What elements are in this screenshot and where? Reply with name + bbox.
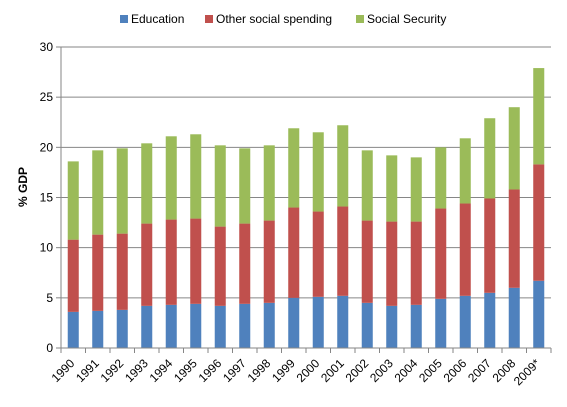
y-tick-label: 0 [46, 341, 53, 355]
bar-segment [165, 219, 177, 305]
x-tick-label: 1990 [49, 356, 78, 385]
bar-segment [141, 143, 153, 224]
bar-segment [361, 302, 373, 348]
x-tick-label: 1995 [171, 356, 200, 385]
bar-segment [92, 310, 104, 348]
x-tick-label: 1993 [122, 356, 151, 385]
legend-label: Education [131, 12, 184, 26]
legend-label: Social Security [367, 12, 446, 26]
bar-segment [165, 136, 177, 220]
bar-segment [484, 292, 496, 348]
x-tick-label: 1996 [196, 356, 225, 385]
bar-segment [337, 125, 349, 207]
legend-swatch [205, 15, 213, 23]
legend-label: Other social spending [216, 12, 332, 26]
bar-segment [508, 107, 520, 190]
bar-segment [410, 304, 422, 348]
legend: Education Other social spending Social Sec… [120, 12, 446, 26]
bar-segment [312, 211, 324, 297]
bar-segment [263, 302, 275, 348]
x-tick-label: 2003 [367, 356, 396, 385]
legend-swatch [120, 15, 128, 23]
bar-segment [165, 304, 177, 348]
gridlines [61, 46, 551, 299]
bar-segment [67, 239, 79, 312]
bar-segment [386, 221, 398, 306]
y-tick-label: 15 [40, 191, 54, 205]
x-tick-label: 2005 [416, 356, 445, 385]
bar-segment [312, 132, 324, 212]
bar-segment [141, 223, 153, 306]
bar-segment [361, 220, 373, 303]
bar-segment [312, 296, 324, 348]
bar-segment [435, 147, 447, 209]
bar-segment [337, 206, 349, 296]
bar-segment [263, 220, 275, 303]
bar-segment [67, 311, 79, 348]
bar-segment [190, 218, 202, 304]
bar-segment [141, 305, 153, 348]
bar-segment [214, 145, 226, 227]
bar-segment [386, 305, 398, 348]
bar-segment [288, 207, 300, 298]
y-tick-label: 25 [40, 90, 54, 104]
y-tick-label: 30 [40, 40, 54, 54]
bar-segment [533, 164, 545, 281]
y-axis-label: % GDP [16, 167, 30, 207]
bar-segment [263, 145, 275, 221]
x-tick-label: 1994 [147, 356, 176, 385]
bar-segment [533, 68, 545, 165]
x-tick-label: 1997 [220, 356, 249, 385]
bar-segment [239, 148, 251, 224]
bars [67, 68, 545, 348]
y-tick-label: 5 [46, 291, 53, 305]
bar-segment [435, 298, 447, 348]
axes: 0 5 10 15 20 25 30 1990199119921993199419951996… [40, 40, 552, 388]
x-tick-label: 2009* [511, 356, 543, 388]
bar-segment [92, 150, 104, 235]
bar-segment [288, 297, 300, 348]
bar-segment [410, 157, 422, 222]
legend-swatch [356, 15, 364, 23]
bar-segment [190, 134, 202, 219]
bar-segment [533, 280, 545, 348]
bar-segment [214, 305, 226, 348]
bar-segment [288, 128, 300, 208]
bar-segment [239, 223, 251, 304]
bar-segment [484, 198, 496, 293]
x-tick-label: 2000 [294, 356, 323, 385]
bar-segment [239, 303, 251, 348]
x-tick-label: 2006 [441, 356, 470, 385]
bar-segment [337, 295, 349, 348]
bar-segment [435, 208, 447, 299]
bar-segment [361, 150, 373, 221]
x-tick-label: 1999 [269, 356, 298, 385]
x-tick-label: 1991 [73, 356, 102, 385]
x-tick-label: 2007 [465, 356, 494, 385]
bar-segment [116, 309, 128, 348]
y-tick-label: 10 [40, 241, 54, 255]
x-tick-label: 2002 [343, 356, 372, 385]
bar-segment [116, 233, 128, 310]
bar-segment [459, 138, 471, 204]
bar-segment [116, 148, 128, 234]
bar-segment [508, 189, 520, 288]
y-tick-label: 20 [40, 140, 54, 154]
bar-segment [459, 203, 471, 296]
x-tick-label: 2004 [392, 356, 421, 385]
bar-segment [92, 234, 104, 311]
x-tick-label: 2001 [318, 356, 347, 385]
bar-segment [484, 118, 496, 199]
x-tick-label: 1998 [245, 356, 274, 385]
x-tick-label: 1992 [98, 356, 127, 385]
bar-segment [67, 161, 79, 240]
bar-segment [214, 226, 226, 306]
bar-segment [190, 303, 202, 348]
bar-segment [508, 287, 520, 348]
bar-segment [386, 155, 398, 222]
bar-segment [459, 295, 471, 348]
bar-segment [410, 221, 422, 305]
